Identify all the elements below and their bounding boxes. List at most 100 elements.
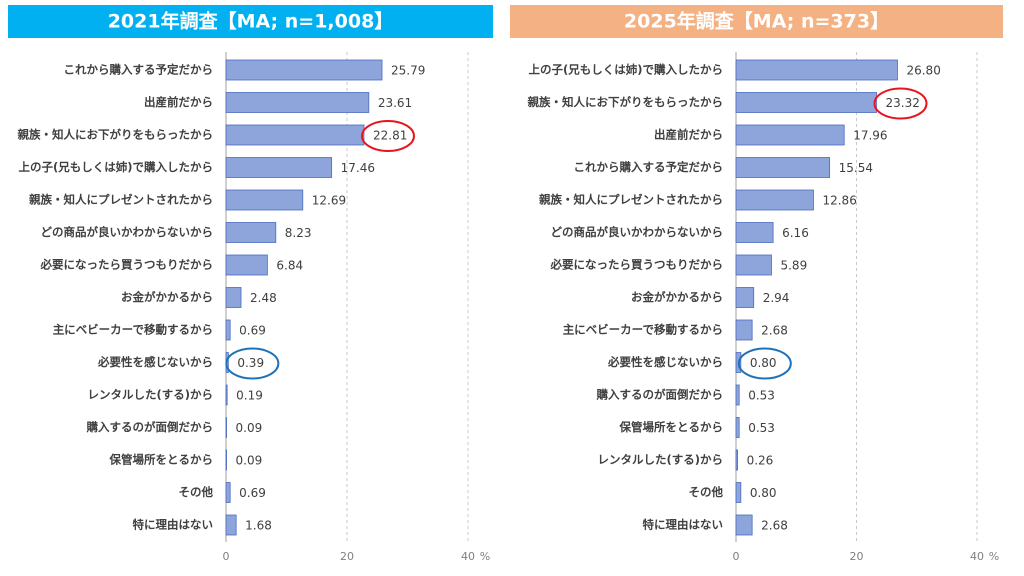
bar xyxy=(225,124,365,146)
category-label: レンタルした(する)から xyxy=(597,453,723,467)
value-label: 22.81 xyxy=(373,129,407,143)
title-bg xyxy=(8,5,493,38)
value-label: 15.54 xyxy=(839,161,873,175)
bar xyxy=(735,124,845,146)
value-label: 0.09 xyxy=(236,454,263,468)
x-tick-label: 0 xyxy=(223,550,230,563)
category-label: その他 xyxy=(689,485,724,499)
category-label: これから購入する予定だから xyxy=(574,160,724,174)
category-label: その他 xyxy=(179,485,214,499)
bar xyxy=(735,254,772,276)
bar xyxy=(225,189,304,211)
value-label: 2.68 xyxy=(761,519,788,533)
value-label: 0.19 xyxy=(236,389,263,403)
value-label: 5.89 xyxy=(780,259,807,273)
highlight-circle xyxy=(873,87,928,120)
bar xyxy=(735,222,774,243)
category-label: 必要性を感じないから xyxy=(97,355,213,369)
x-unit: % xyxy=(989,550,999,563)
value-label: 8.23 xyxy=(285,226,312,240)
value-label: 1.68 xyxy=(245,519,272,533)
category-label: 親族・知人にプレゼントされたから xyxy=(29,193,213,207)
title-bg xyxy=(510,5,1003,38)
value-label: 0.53 xyxy=(748,421,775,435)
category-label: 保管場所をとるから xyxy=(109,453,214,467)
value-label: 12.69 xyxy=(312,194,346,208)
value-label: 0.69 xyxy=(239,486,266,500)
bar xyxy=(735,417,740,438)
category-label: 出産前だから xyxy=(654,128,723,142)
category-label: 特に理由はない xyxy=(133,518,214,532)
category-label: どの商品が良いかわからないから xyxy=(41,225,214,239)
category-label: 親族・知人にプレゼントされたから xyxy=(539,193,723,207)
value-label: 6.84 xyxy=(276,259,303,273)
bar xyxy=(735,319,753,341)
category-label: 特に理由はない xyxy=(643,518,724,532)
bar xyxy=(735,287,755,308)
bar xyxy=(735,384,740,406)
value-label: 0.26 xyxy=(747,454,774,468)
category-label: 必要性を感じないから xyxy=(607,355,723,369)
x-tick-label: 20 xyxy=(340,550,354,563)
highlight-circle xyxy=(737,347,792,380)
bar xyxy=(225,482,231,503)
bar xyxy=(225,92,370,113)
bar xyxy=(225,254,268,276)
bar xyxy=(735,514,753,536)
bar xyxy=(225,222,277,243)
bar xyxy=(735,482,742,503)
value-label: 23.32 xyxy=(886,96,920,110)
bar xyxy=(735,157,831,178)
bar xyxy=(225,157,333,178)
value-label: 0.53 xyxy=(748,389,775,403)
x-tick-label: 0 xyxy=(733,550,740,563)
value-label: 25.79 xyxy=(391,64,425,78)
x-tick-label: 40 xyxy=(970,550,984,563)
x-tick-label: 40 xyxy=(461,550,475,563)
value-label: 0.69 xyxy=(239,324,266,338)
bar xyxy=(225,417,227,438)
category-label: 購入するのが面倒だから xyxy=(596,388,724,402)
bar xyxy=(735,59,898,81)
bar xyxy=(225,319,231,341)
value-label: 26.80 xyxy=(906,64,940,78)
bar xyxy=(735,92,877,113)
bar xyxy=(225,384,228,406)
category-label: 親族・知人にお下がりをもらったから xyxy=(528,95,724,109)
bar xyxy=(225,449,227,471)
value-label: 12.86 xyxy=(822,194,856,208)
value-label: 23.61 xyxy=(378,96,412,110)
category-label: 必要になったら買うつもりだから xyxy=(40,258,214,272)
value-label: 0.80 xyxy=(750,356,777,370)
category-label: 保管場所をとるから xyxy=(619,420,724,434)
category-label: 上の子(兄もしくは姉)で購入したから xyxy=(528,63,723,77)
bar xyxy=(735,189,814,211)
value-label: 0.80 xyxy=(750,486,777,500)
value-label: 2.68 xyxy=(761,324,788,338)
category-label: お金がかかるから xyxy=(631,290,723,304)
bar xyxy=(225,514,237,536)
category-label: 親族・知人にお下がりをもらったから xyxy=(18,128,214,142)
chart-title: 2021年調査【MA; n=1,008】 xyxy=(108,10,394,33)
category-label: 出産前だから xyxy=(144,95,213,109)
highlight-circle xyxy=(361,120,416,152)
bar xyxy=(225,287,242,308)
highlight-circle xyxy=(225,347,280,380)
value-label: 2.48 xyxy=(250,291,277,305)
category-label: お金がかかるから xyxy=(121,290,213,304)
value-label: 0.39 xyxy=(237,356,264,370)
category-label: 上の子(兄もしくは姉)で購入したから xyxy=(18,160,213,174)
value-label: 2.94 xyxy=(763,291,790,305)
value-label: 0.09 xyxy=(236,421,263,435)
value-label: 6.16 xyxy=(782,226,809,240)
category-label: どの商品が良いかわからないから xyxy=(551,225,724,239)
bar xyxy=(735,449,738,471)
category-label: これから購入する予定だから xyxy=(64,63,214,77)
bar xyxy=(225,59,383,81)
value-label: 17.46 xyxy=(341,161,375,175)
category-label: 主にベビーカーで移動するから xyxy=(53,323,213,337)
category-label: 購入するのが面倒だから xyxy=(86,420,214,434)
x-tick-label: 20 xyxy=(850,550,864,563)
category-label: 必要になったら買うつもりだから xyxy=(550,258,724,272)
